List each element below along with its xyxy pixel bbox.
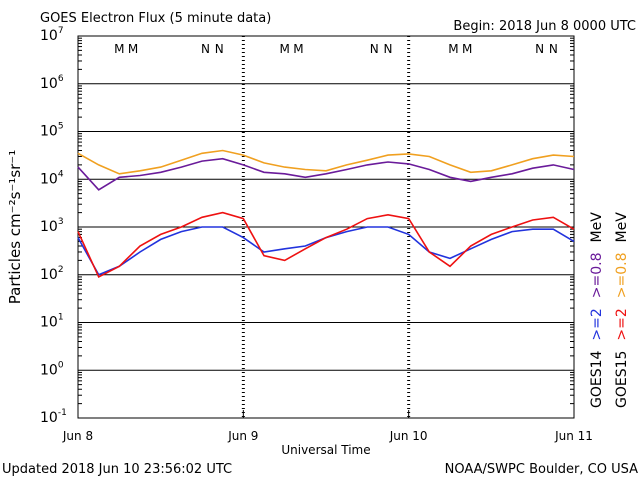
footer-right: NOAA/SWPC Boulder, CO USA bbox=[445, 462, 638, 477]
orbit-marker: M bbox=[448, 42, 458, 56]
legend-entry: >=2 bbox=[589, 308, 605, 340]
y-tick-exponent: 7 bbox=[58, 26, 64, 36]
y-tick-exponent: -1 bbox=[58, 408, 67, 418]
footer-left: Updated 2018 Jun 10 23:56:02 UTC bbox=[2, 462, 232, 477]
x-tick-label: Jun 8 bbox=[62, 429, 93, 443]
y-tick-label: 107 bbox=[40, 26, 64, 44]
orbit-marker: N bbox=[215, 42, 224, 56]
y-tick-exponent: 2 bbox=[58, 265, 64, 275]
legend-unit: MeV bbox=[614, 212, 630, 243]
legend-entry: >=2 bbox=[614, 308, 630, 340]
orbit-marker: N bbox=[549, 42, 558, 56]
y-tick-base: 10 bbox=[40, 28, 58, 44]
y-tick-label: 102 bbox=[40, 265, 64, 283]
x-tick-label: Jun 9 bbox=[227, 429, 258, 443]
y-tick-exponent: 5 bbox=[58, 122, 64, 132]
y-tick-exponent: 6 bbox=[58, 74, 64, 84]
legend-group: GOES14 bbox=[589, 350, 605, 408]
y-tick-base: 10 bbox=[40, 362, 58, 378]
y-tick-label: 101 bbox=[40, 313, 64, 331]
series-line bbox=[77, 157, 575, 191]
y-tick-label: 104 bbox=[40, 169, 64, 187]
chart-subtitle: Begin: 2018 Jun 8 0000 UTC bbox=[453, 19, 636, 34]
y-tick-exponent: 0 bbox=[58, 360, 64, 370]
x-axis-label: Universal Time bbox=[281, 443, 370, 457]
y-tick-base: 10 bbox=[40, 76, 58, 92]
legend-column: GOES14 >=2 >=0.8 MeV bbox=[589, 212, 605, 408]
legend-unit: MeV bbox=[589, 212, 605, 243]
legend-column: GOES15 >=2 >=0.8 MeV bbox=[614, 212, 630, 408]
orbit-marker: N bbox=[201, 42, 210, 56]
y-tick-exponent: 3 bbox=[58, 217, 64, 227]
y-tick-base: 10 bbox=[40, 219, 58, 235]
series-line bbox=[77, 211, 575, 278]
orbit-marker: N bbox=[370, 42, 379, 56]
y-axis-label: Particles cm⁻²s⁻¹sr⁻¹ bbox=[6, 150, 24, 304]
x-tick-label: Jun 10 bbox=[389, 429, 428, 443]
y-tick-base: 10 bbox=[40, 267, 58, 283]
y-tick-exponent: 1 bbox=[58, 313, 64, 323]
plot-frame bbox=[77, 35, 575, 419]
y-tick-base: 10 bbox=[40, 124, 58, 140]
y-tick-base: 10 bbox=[40, 410, 58, 426]
y-tick-base: 10 bbox=[40, 171, 58, 187]
y-tick-label: 105 bbox=[40, 122, 64, 140]
legend-entry: >=0.8 bbox=[614, 252, 630, 298]
y-tick-label: 10-1 bbox=[40, 408, 67, 426]
y-tick-base: 10 bbox=[40, 315, 58, 331]
legend-entry: >=0.8 bbox=[589, 252, 605, 298]
series-line bbox=[77, 226, 575, 276]
series-line bbox=[77, 149, 575, 175]
x-tick-label: Jun 11 bbox=[554, 429, 593, 443]
orbit-marker: M bbox=[128, 42, 138, 56]
orbit-marker: M bbox=[279, 42, 289, 56]
orbit-marker: M bbox=[293, 42, 303, 56]
orbit-marker: M bbox=[114, 42, 124, 56]
legend-group: GOES15 bbox=[614, 351, 630, 408]
chart-title: GOES Electron Flux (5 minute data) bbox=[40, 11, 271, 26]
y-tick-label: 103 bbox=[40, 217, 64, 235]
orbit-marker: N bbox=[535, 42, 544, 56]
orbit-marker: N bbox=[384, 42, 393, 56]
y-tick-label: 100 bbox=[40, 360, 64, 378]
orbit-marker: M bbox=[462, 42, 472, 56]
y-tick-label: 106 bbox=[40, 74, 64, 92]
y-tick-exponent: 4 bbox=[58, 169, 64, 179]
